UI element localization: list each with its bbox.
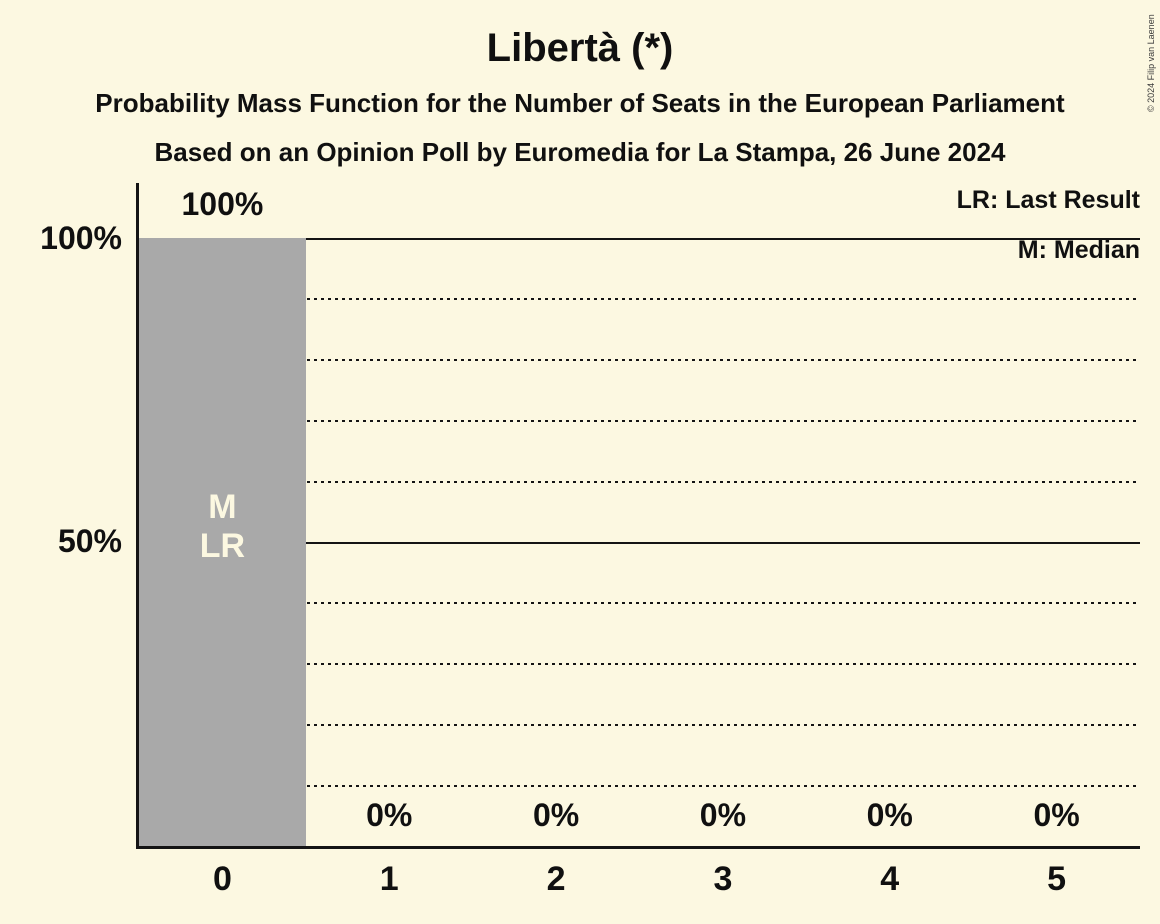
value-label-seats-3: 0% xyxy=(699,797,747,833)
chart-title: Libertà (*) xyxy=(486,26,674,70)
gridline-dotted-70 xyxy=(139,419,1140,422)
y-axis-label-100: 100% xyxy=(40,220,122,256)
x-tick-label-5: 5 xyxy=(1047,860,1067,898)
value-label-seats-4: 0% xyxy=(866,797,913,833)
bar-annotation-line-m: M xyxy=(208,488,237,526)
y-axis-label-50: 50% xyxy=(57,523,122,559)
bar-annotation-median-lastresult: M LR xyxy=(139,488,306,566)
value-label-seats-0: 100% xyxy=(181,186,264,222)
gridline-dotted-90 xyxy=(139,297,1140,300)
gridline-dotted-20 xyxy=(139,724,1140,727)
gridline-dotted-10 xyxy=(139,785,1140,788)
value-label-seats-1: 0% xyxy=(366,797,413,833)
value-label-seats-5: 0% xyxy=(1033,797,1080,833)
x-tick-label-2: 2 xyxy=(546,860,566,898)
gridline-dotted-80 xyxy=(139,358,1140,361)
gridline-solid-100 xyxy=(139,238,1140,240)
legend-last-result: LR: Last Result xyxy=(956,186,1140,214)
x-tick-label-4: 4 xyxy=(880,860,900,898)
gridline-dotted-40 xyxy=(139,602,1140,605)
x-tick-label-0: 0 xyxy=(212,860,232,898)
legend-median: M: Median xyxy=(1017,236,1140,264)
value-label-seats-2: 0% xyxy=(532,797,580,833)
gridline-solid-50 xyxy=(139,541,1140,544)
gridline-dotted-30 xyxy=(139,663,1140,666)
bar-annotation-line-lr: LR xyxy=(199,527,246,565)
x-tick-label-1: 1 xyxy=(379,860,399,898)
chart-subtitle: Probability Mass Function for the Number… xyxy=(95,88,1065,118)
copyright-notice: © 2024 Filip van Laenen xyxy=(1146,14,1156,112)
chart-source-line: Based on an Opinion Poll by Euromedia fo… xyxy=(154,137,1006,167)
bar-seats-0 xyxy=(139,238,306,847)
x-tick-label-3: 3 xyxy=(713,860,733,898)
gridline-dotted-60 xyxy=(139,480,1140,483)
x-axis-line xyxy=(136,846,1140,849)
y-axis-line xyxy=(136,183,139,849)
